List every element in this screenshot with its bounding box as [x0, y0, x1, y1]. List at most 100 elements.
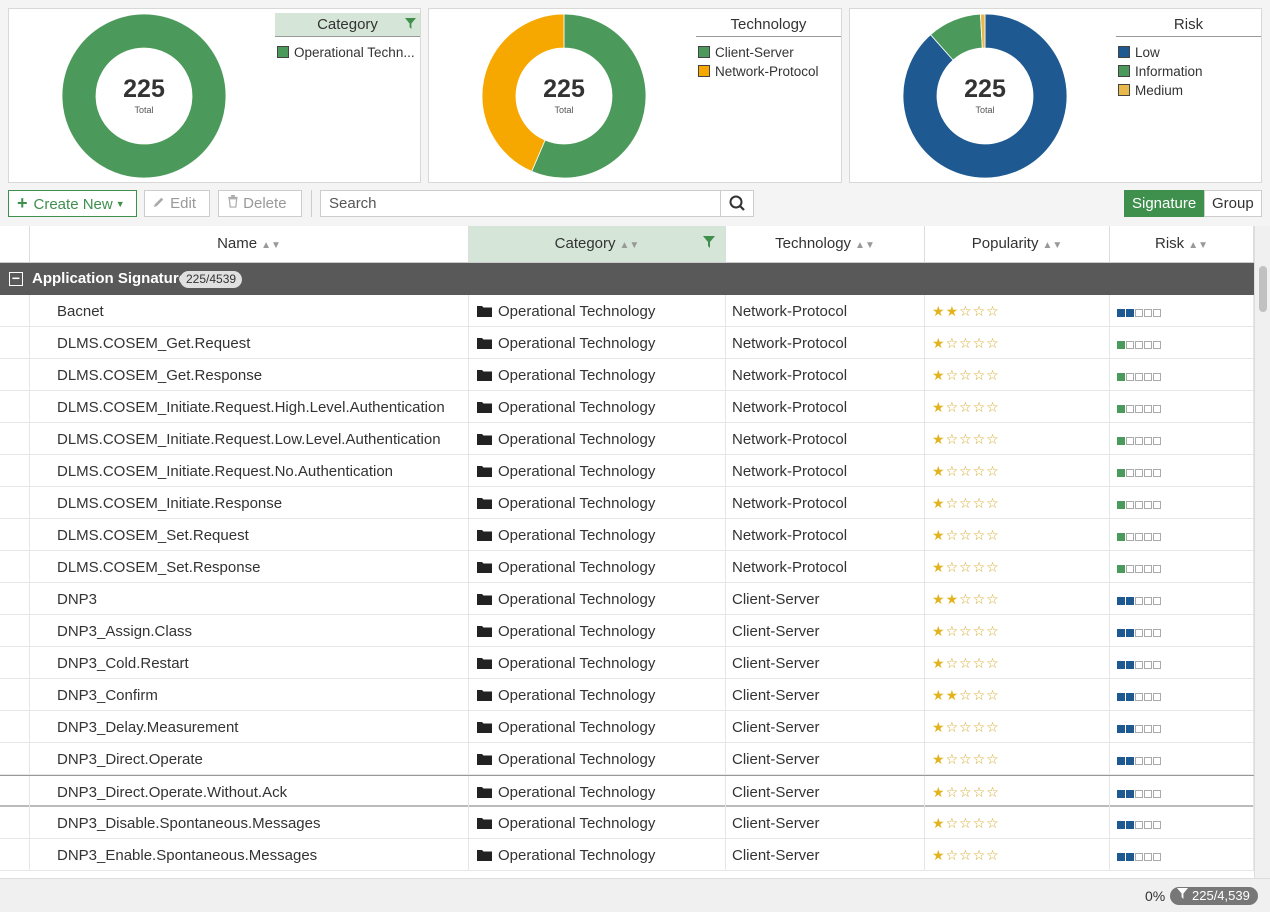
search-input[interactable]	[321, 191, 721, 216]
star-empty-icon: ☆	[972, 303, 987, 319]
legend-item[interactable]: Low	[1118, 43, 1261, 62]
cell-category: Operational Technology	[469, 743, 726, 774]
popularity-stars: ★☆☆☆☆	[932, 527, 1000, 543]
table-header: Name ▲▼ Category ▲▼ Technology ▲▼ Popularit…	[0, 226, 1254, 263]
filter-count-badge[interactable]: 225/4,539	[1170, 887, 1258, 905]
risk-level-bar	[1117, 424, 1162, 454]
row-gutter	[0, 679, 30, 710]
table-row[interactable]: DNP3_Confirm Operational Technology Client…	[0, 679, 1254, 711]
cell-name: DNP3_Delay.Measurement	[30, 711, 469, 742]
technology-legend: Technology Client-Server Network-Protocol	[696, 13, 841, 81]
technology-donut[interactable]	[481, 13, 647, 179]
cell-risk	[1110, 583, 1254, 614]
filter-icon[interactable]	[703, 226, 715, 262]
column-header-category[interactable]: Category ▲▼	[469, 226, 726, 262]
star-empty-icon: ☆	[945, 815, 960, 831]
star-filled-icon: ★	[932, 399, 946, 415]
donut-slice[interactable]	[531, 13, 647, 179]
star-filled-icon: ★	[932, 335, 946, 351]
legend-item[interactable]: Operational Techn...	[277, 43, 420, 62]
risk-donut[interactable]	[902, 13, 1068, 179]
table-row[interactable]: DNP3_Cold.Restart Operational Technology C…	[0, 647, 1254, 679]
donut-slice[interactable]	[902, 13, 1068, 179]
vertical-scrollbar[interactable]	[1254, 226, 1270, 878]
star-filled-icon: ★	[945, 687, 960, 703]
table-row[interactable]: DLMS.COSEM_Set.Request Operational Techno…	[0, 519, 1254, 551]
table-row[interactable]: DNP3_Assign.Class Operational Technology C…	[0, 615, 1254, 647]
group-title: Application Signature	[32, 270, 188, 287]
filter-icon[interactable]	[405, 13, 416, 37]
column-header-popularity[interactable]: Popularity ▲▼	[925, 226, 1110, 262]
collapse-icon[interactable]: −	[9, 271, 23, 286]
star-empty-icon: ☆	[959, 303, 973, 319]
table-row[interactable]: Bacnet Operational Technology Network-Prot…	[0, 295, 1254, 327]
table-row[interactable]: DNP3_Direct.Operate.Without.Ack Operation…	[0, 775, 1254, 807]
star-empty-icon: ☆	[972, 463, 987, 479]
row-gutter	[0, 647, 30, 678]
popularity-stars: ★☆☆☆☆	[932, 751, 1000, 767]
cell-name: DLMS.COSEM_Initiate.Request.High.Level.A…	[30, 391, 469, 422]
delete-button[interactable]: Delete	[218, 190, 302, 217]
table-row[interactable]: DLMS.COSEM_Initiate.Request.Low.Level.Au…	[0, 423, 1254, 455]
scrollbar-thumb[interactable]	[1259, 266, 1267, 312]
group-row[interactable]: − Application Signature 225/4539	[0, 263, 1254, 295]
summary-widgets: 225 Total Category Operational Techn... …	[0, 0, 1270, 186]
star-empty-icon: ☆	[945, 431, 960, 447]
legend-item[interactable]: Client-Server	[698, 43, 841, 62]
table-row[interactable]: DLMS.COSEM_Initiate.Response Operational …	[0, 487, 1254, 519]
cell-name: DNP3_Assign.Class	[30, 615, 469, 646]
legend-item[interactable]: Medium	[1118, 81, 1261, 100]
donut-slice[interactable]	[980, 13, 986, 49]
table-row[interactable]: DLMS.COSEM_Initiate.Request.No.Authentic…	[0, 455, 1254, 487]
table-row[interactable]: DLMS.COSEM_Initiate.Request.High.Level.A…	[0, 391, 1254, 423]
caret-down-icon: ▼	[115, 199, 125, 209]
category-donut[interactable]	[61, 13, 227, 179]
legend-item[interactable]: Information	[1118, 62, 1261, 81]
column-header-technology[interactable]: Technology ▲▼	[726, 226, 925, 262]
popularity-stars: ★☆☆☆☆	[932, 847, 1000, 863]
edit-button[interactable]: Edit	[144, 190, 210, 217]
row-gutter	[0, 551, 30, 582]
search-button[interactable]	[720, 191, 753, 216]
risk-level-bar	[1117, 456, 1162, 486]
star-empty-icon: ☆	[972, 687, 987, 703]
cell-name: DLMS.COSEM_Get.Request	[30, 327, 469, 358]
risk-level-bar	[1117, 488, 1162, 518]
table-row[interactable]: DNP3_Delay.Measurement Operational Techno…	[0, 711, 1254, 743]
row-gutter	[0, 455, 30, 486]
legend-swatch	[698, 46, 710, 58]
table-row[interactable]: DLMS.COSEM_Get.Response Operational Techn…	[0, 359, 1254, 391]
star-filled-icon: ★	[932, 719, 946, 735]
star-empty-icon: ☆	[972, 655, 987, 671]
signature-view-toggle[interactable]: Signature	[1124, 190, 1204, 217]
table-row[interactable]: DLMS.COSEM_Get.Request Operational Techno…	[0, 327, 1254, 359]
table-row[interactable]: DLMS.COSEM_Set.Response Operational Techn…	[0, 551, 1254, 583]
table-row[interactable]: DNP3_Disable.Spontaneous.Messages Operati…	[0, 807, 1254, 839]
cell-name: DLMS.COSEM_Initiate.Request.Low.Level.Au…	[30, 423, 469, 454]
column-header-risk[interactable]: Risk ▲▼	[1110, 226, 1254, 262]
create-new-button[interactable]: + Create New ▼	[8, 190, 137, 217]
star-empty-icon: ☆	[959, 463, 973, 479]
group-view-toggle[interactable]: Group	[1204, 190, 1262, 217]
table-row[interactable]: DNP3_Enable.Spontaneous.Messages Operatio…	[0, 839, 1254, 871]
donut-slice[interactable]	[481, 13, 565, 172]
category-legend: Category Operational Techn...	[275, 13, 420, 62]
cell-technology: Client-Server	[726, 776, 925, 807]
star-empty-icon: ☆	[986, 591, 1000, 607]
donut-slice[interactable]	[61, 13, 227, 179]
star-empty-icon: ☆	[986, 623, 1000, 639]
popularity-stars: ★☆☆☆☆	[932, 495, 1000, 511]
cell-category: Operational Technology	[469, 391, 726, 422]
row-gutter	[0, 743, 30, 774]
star-empty-icon: ☆	[972, 495, 987, 511]
cell-category: Operational Technology	[469, 455, 726, 486]
table-row[interactable]: DNP3 Operational Technology Client-Server ★…	[0, 583, 1254, 615]
star-filled-icon: ★	[932, 591, 946, 607]
table-row[interactable]: DNP3_Direct.Operate Operational Technolog…	[0, 743, 1254, 775]
legend-swatch	[1118, 65, 1130, 77]
cell-name: DLMS.COSEM_Initiate.Request.No.Authentic…	[30, 455, 469, 486]
column-header-name[interactable]: Name ▲▼	[30, 226, 469, 262]
cell-popularity: ★☆☆☆☆	[925, 839, 1110, 870]
star-empty-icon: ☆	[959, 527, 973, 543]
legend-item[interactable]: Network-Protocol	[698, 62, 841, 81]
